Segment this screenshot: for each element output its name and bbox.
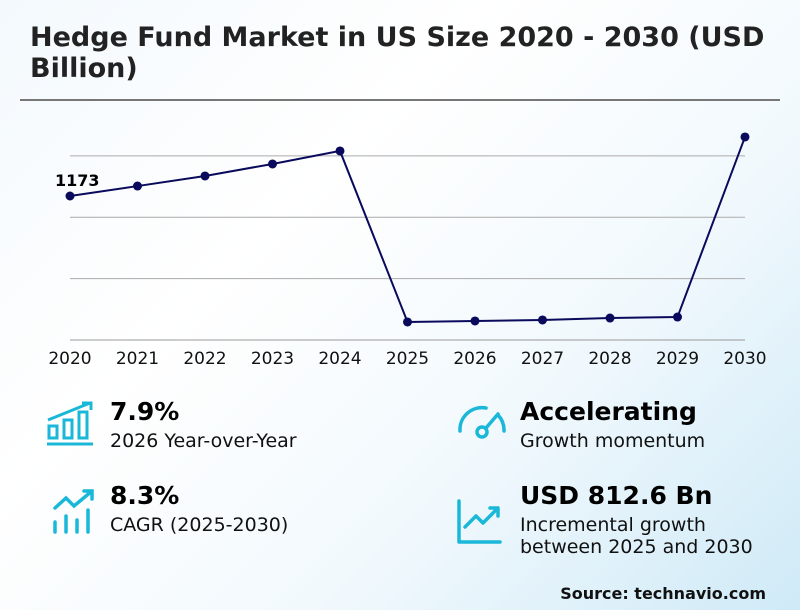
data-point	[403, 317, 412, 327]
data-point	[673, 312, 682, 322]
data-point	[470, 316, 480, 326]
stat-label: CAGR (2025-2030)	[110, 514, 289, 536]
x-tick-label: 2025	[386, 349, 429, 369]
stat-value: USD 812.6 Bn	[520, 481, 713, 510]
stat-label-line1: Incremental growth	[520, 514, 706, 536]
stat-label: Incremental growth between 2025 and 2030	[520, 514, 753, 558]
stat-label-line2: between 2025 and 2030	[520, 536, 753, 558]
data-point	[335, 146, 345, 156]
x-tick-label: 2030	[723, 349, 766, 369]
trend-bars-icon	[53, 489, 94, 534]
x-tick-label: 2029	[656, 349, 699, 369]
stat-incremental: USD 812.6 Bn Incremental growth between 2…	[520, 481, 753, 559]
x-tick-label: 2026	[453, 349, 496, 369]
speedometer-icon	[458, 405, 506, 439]
data-point	[605, 313, 615, 323]
stat-value: Accelerating	[520, 397, 697, 426]
x-tick-label: 2028	[588, 349, 631, 369]
source-text: Source: technavio.com	[560, 584, 766, 603]
x-tick-label: 2023	[251, 349, 294, 369]
title-divider	[20, 99, 780, 101]
series-line	[69, 136, 746, 323]
x-tick-label: 2022	[183, 349, 226, 369]
x-tick-label: 2024	[318, 349, 361, 369]
x-tick-label: 2027	[521, 349, 564, 369]
stat-value: 8.3%	[110, 481, 180, 510]
stat-label: 2026 Year-over-Year	[110, 430, 297, 452]
page-title: Hedge Fund Market in US Size 2020 - 2030…	[30, 22, 765, 84]
stat-momentum: Accelerating Growth momentum	[520, 397, 706, 453]
stat-cagr: 8.3% CAGR (2025-2030)	[110, 481, 289, 537]
line-chart-up-icon	[457, 499, 502, 544]
data-point	[740, 132, 750, 142]
data-label: 1173	[55, 171, 100, 190]
stat-value: 7.9%	[110, 397, 180, 426]
data-point	[133, 181, 142, 191]
line-chart: 2020 2021 2022 2023 2024 2025 2026 2027 2028 2029…	[48, 132, 767, 369]
x-tick-label: 2021	[116, 349, 159, 369]
data-point	[200, 171, 210, 181]
data-point	[65, 191, 75, 201]
stat-label: Growth momentum	[520, 430, 706, 452]
data-point	[538, 315, 547, 325]
stat-yoy: 7.9% 2026 Year-over-Year	[110, 397, 297, 453]
data-point	[268, 159, 277, 169]
bar-chart-growth-icon	[47, 401, 93, 446]
x-tick-label: 2020	[48, 349, 91, 369]
